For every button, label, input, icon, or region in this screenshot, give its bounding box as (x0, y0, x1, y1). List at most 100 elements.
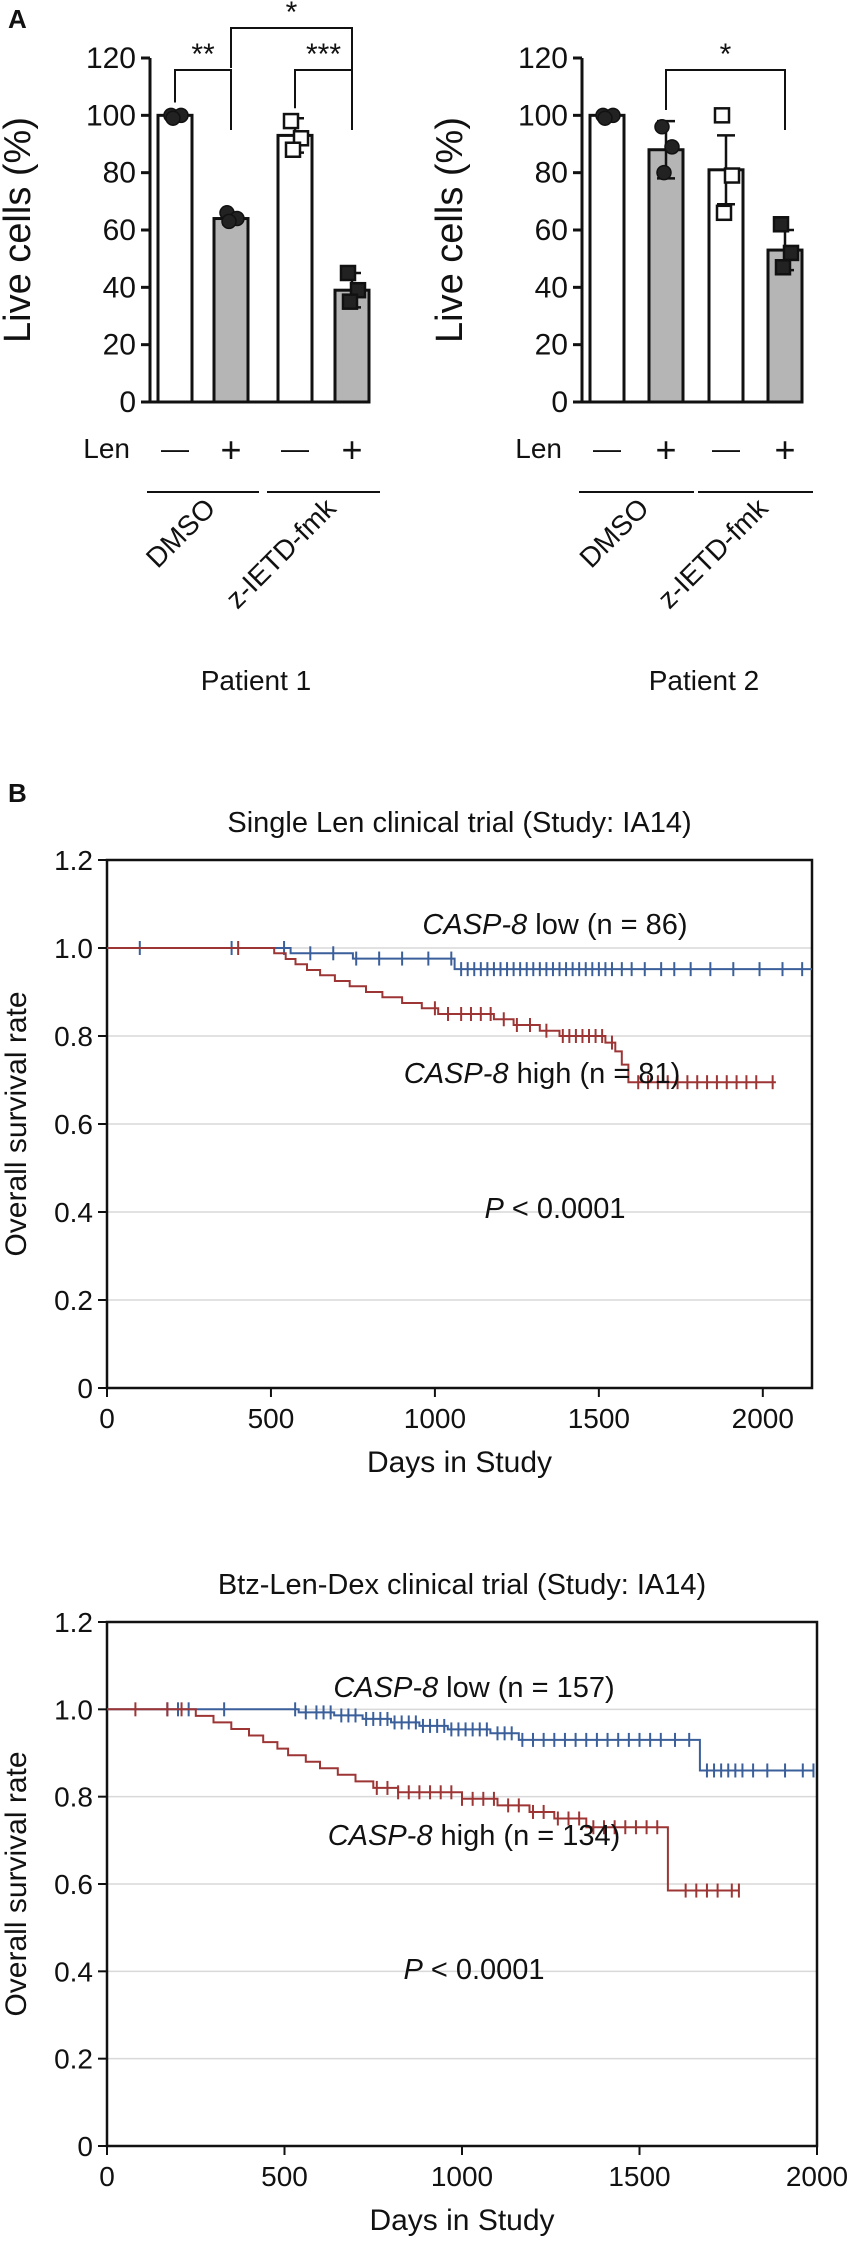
km2-x-tick-label: 1000 (431, 2161, 493, 2192)
patient2-point (664, 139, 680, 155)
patient1-point (282, 112, 300, 130)
km1-x-tick-label: 1500 (568, 1403, 630, 1434)
km2-series-1-label: CASP-8 high (n = 134) (328, 1820, 621, 1852)
patient2-sig-bracket (665, 69, 786, 130)
patient1-len-label: Len (83, 433, 130, 464)
patient2-point (654, 119, 670, 135)
km1-plot-frame (105, 858, 814, 1390)
km1-y-tick-label: 0 (77, 1373, 93, 1404)
km2-y-tick-label: 0.2 (54, 2044, 93, 2075)
patient2-len-mark: + (655, 429, 676, 470)
patient2-y-tick-label: 40 (535, 271, 568, 304)
km1-y-tick-label: 0.2 (54, 1285, 93, 1316)
km2-p-value: P < 0.0001 (403, 1954, 544, 1986)
patient1-point (339, 264, 357, 282)
patient2-group-label: z-IETD-fmk (652, 492, 775, 615)
patient2-point (782, 244, 800, 262)
patient2-point (715, 204, 733, 222)
km1-x-tick-label: 500 (248, 1403, 295, 1434)
km1-y-tick-label: 0.4 (54, 1197, 93, 1228)
km2-series-0-line (107, 1708, 814, 1772)
km1-p-value: P < 0.0001 (484, 1193, 625, 1225)
panel-label-b: B (8, 778, 27, 808)
patient2-bar (588, 113, 626, 404)
patient1-bar (276, 133, 314, 404)
patient2-bar (647, 148, 685, 404)
patient2-y-label: Live cells (%) (429, 117, 471, 343)
patient2-point (656, 164, 672, 181)
km1-title: Single Len clinical trial (Study: IA14) (227, 807, 691, 839)
patient1-y-label: Live cells (%) (0, 117, 39, 343)
patient2-len-mark: + (774, 429, 795, 470)
km1-x-tick-label: 1000 (404, 1403, 466, 1434)
patient1-bar (333, 288, 371, 404)
patient1-point (221, 213, 237, 230)
patient2-len-mark: — (712, 433, 740, 464)
patient1-y-tick-label: 20 (103, 329, 136, 362)
patient2-y-tick-label: 60 (535, 214, 568, 247)
km2-y-tick-label: 1.2 (54, 1607, 93, 1638)
patient2-point (774, 259, 792, 276)
patient1-y-tick-label: 40 (103, 271, 136, 304)
patient1-bar (156, 113, 194, 404)
km1-series-1-line (107, 947, 776, 1084)
patient1-y-tick-label: 120 (86, 42, 136, 75)
km2-y-tick-label: 1.0 (54, 1694, 93, 1725)
patient1-caption: Patient 1 (201, 665, 312, 696)
patient1-sig-label: ** (191, 38, 215, 71)
km1-y-tick-label: 1.0 (54, 933, 93, 964)
patient1-point (284, 141, 302, 158)
patient2-point (723, 167, 741, 184)
km2-x-tick-label: 0 (99, 2161, 115, 2192)
patient2-len-mark: — (593, 433, 621, 464)
km1-y-tick-label: 0.8 (54, 1021, 93, 1052)
patient2-y-tick-label: 80 (535, 157, 568, 190)
km1-series-0-label: CASP-8 low (n = 86) (422, 909, 687, 941)
km2-y-tick-label: 0.8 (54, 1782, 93, 1813)
km1-x-tick-label: 0 (99, 1403, 115, 1434)
km2-y-tick-label: 0.4 (54, 1956, 93, 1987)
patient1-len-mark: — (161, 433, 189, 464)
patient1-sig-bracket (294, 69, 353, 130)
patient2-y-tick-label: 100 (518, 99, 568, 132)
km1-y-tick-label: 1.2 (54, 845, 93, 876)
patient2-sig-label: * (720, 38, 732, 71)
patient1-bar (212, 217, 250, 404)
km1-x-tick-label: 2000 (732, 1403, 794, 1434)
km1-series-1-label: CASP-8 high (n = 81) (404, 1058, 680, 1090)
km1-y-label: Overall survival rate (0, 991, 33, 1256)
patient2-y-tick-label: 0 (551, 386, 568, 419)
patient2-caption: Patient 2 (649, 665, 760, 696)
km2-y-tick-label: 0 (77, 2131, 93, 2162)
km1-x-label: Days in Study (367, 1446, 552, 1479)
patient1-sig-label: *** (306, 38, 341, 71)
km2-x-tick-label: 500 (261, 2161, 308, 2192)
patient2-point (597, 110, 613, 126)
km2-x-label: Days in Study (369, 2204, 554, 2237)
patient1-y-tick-label: 60 (103, 214, 136, 247)
patient1-point (341, 293, 359, 310)
patient1-sig-bracket (174, 69, 232, 130)
patient2-point (772, 216, 790, 233)
km2-x-tick-label: 1500 (608, 2161, 670, 2192)
patient1-len-mark: — (281, 433, 309, 464)
patient1-y-tick-label: 100 (86, 99, 136, 132)
patient2-y-tick-label: 120 (518, 42, 568, 75)
panel-label-a: A (8, 4, 27, 34)
patient1-len-mark: + (341, 429, 362, 470)
patient1-y-tick-label: 0 (119, 386, 136, 419)
patient1-sig-bracket (230, 27, 353, 88)
km2-x-tick-label: 2000 (786, 2161, 848, 2192)
km1-y-tick-label: 0.6 (54, 1109, 93, 1140)
km2-y-tick-label: 0.6 (54, 1869, 93, 1900)
patient1-group-label: z-IETD-fmk (220, 492, 343, 615)
patient1-group-label: DMSO (140, 492, 221, 573)
km2-y-label: Overall survival rate (0, 1751, 33, 2016)
km1-series-0-line (107, 947, 812, 971)
patient1-sig-label: * (286, 0, 298, 29)
km2-title: Btz-Len-Dex clinical trial (Study: IA14) (218, 1569, 706, 1601)
km2-series-1-line (107, 1708, 739, 1892)
patient1-y-tick-label: 80 (103, 157, 136, 190)
patient2-point (713, 107, 731, 124)
